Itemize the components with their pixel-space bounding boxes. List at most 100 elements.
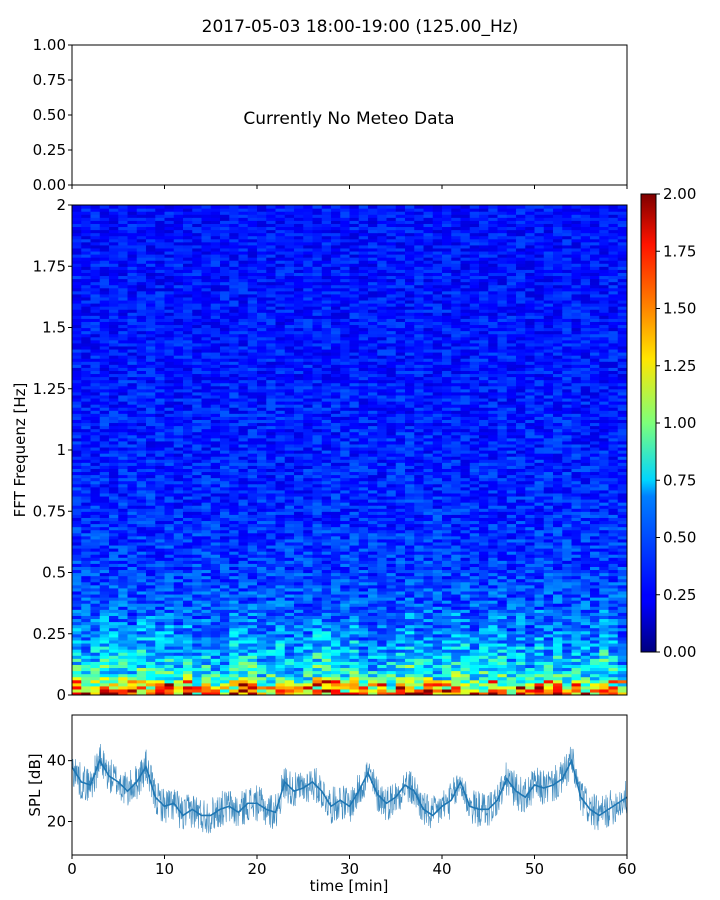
spectrogram-cell <box>414 670 425 675</box>
spectrogram-cell <box>257 584 267 589</box>
spectrogram-cell <box>312 471 323 476</box>
spectrogram-cell <box>127 646 138 650</box>
spectrogram-cell <box>72 609 82 613</box>
spectrogram-cell <box>99 566 110 571</box>
spectrogram-cell <box>451 462 462 466</box>
spectrogram-cell <box>109 529 119 534</box>
spectrogram-cell <box>488 646 499 650</box>
spectrogram-cell <box>469 456 480 460</box>
spectrogram-cell <box>155 541 166 546</box>
spectrogram-cell <box>155 676 166 681</box>
spectrogram-cell <box>599 492 610 497</box>
spectrogram-cell <box>90 551 101 555</box>
spectrogram-cell <box>303 646 314 650</box>
spectrogram-cell <box>303 603 314 607</box>
spectrogram-cell <box>90 508 101 512</box>
spectrogram-cell <box>284 456 295 460</box>
spectrogram-cell <box>599 578 610 583</box>
spectrogram-cell <box>395 544 406 549</box>
spectrogram-cell <box>109 609 119 613</box>
spectrogram-cell <box>469 541 480 546</box>
spectrogram-cell <box>109 471 119 476</box>
spectrogram-cell <box>617 529 627 534</box>
spectrogram-cell <box>164 495 175 500</box>
spectrogram-cell <box>617 468 627 473</box>
spectrogram-cell <box>266 593 277 598</box>
spectrogram-cell <box>553 474 563 479</box>
spectrogram-cell <box>266 560 277 564</box>
spectrogram-cell <box>497 572 508 577</box>
spectrogram-cell <box>136 587 147 592</box>
spectrogram-cell <box>479 471 489 476</box>
spectrogram-cell <box>321 569 332 574</box>
spectrogram-cell <box>312 480 323 485</box>
spectrogram-cell <box>432 642 443 647</box>
spectrogram-cell <box>210 505 221 509</box>
spectrogram-cell <box>358 609 369 613</box>
spectrogram-cell <box>497 551 508 555</box>
spectrogram-cell <box>488 664 499 669</box>
spectrogram-cell <box>414 483 425 488</box>
spectrogram-cell <box>201 535 212 540</box>
spectrogram-cell <box>266 639 277 644</box>
spectrogram-cell <box>368 459 378 463</box>
spectrogram-cell <box>571 523 582 528</box>
spectrogram-cell <box>284 468 295 473</box>
spectrogram-cell <box>90 569 101 574</box>
spectrogram-cell <box>238 443 249 448</box>
spectrogram-cell <box>608 587 619 592</box>
spectrogram-cell <box>405 492 415 497</box>
spectrogram-cell <box>617 627 627 632</box>
spectrogram-cell <box>321 652 332 656</box>
spectrogram-cell <box>294 590 304 595</box>
spectrogram-cell <box>247 649 258 653</box>
spectrogram-cell <box>238 612 249 616</box>
spectrogram-cell <box>136 621 147 626</box>
spectrogram-cell <box>229 639 240 644</box>
spectrogram-cell <box>543 609 554 613</box>
spectrogram-cell <box>432 548 443 552</box>
spectrogram-cell <box>192 523 203 528</box>
spectrogram-cell <box>358 584 369 589</box>
spectrogram-cell <box>118 667 129 672</box>
spectrogram-cell <box>386 450 397 454</box>
spectrogram-cell <box>516 597 526 601</box>
spectrogram-cell <box>525 523 536 528</box>
spectrogram-cell <box>617 471 627 476</box>
spectrogram-cell <box>617 633 627 638</box>
spectrogram-cell <box>479 480 489 485</box>
spectrogram-cell <box>127 612 138 616</box>
spectrogram-cell <box>358 612 369 616</box>
spectrogram-cell <box>488 551 499 555</box>
spectrogram-cell <box>238 575 249 580</box>
spectrogram-cell <box>266 477 277 482</box>
spectrogram-cell <box>451 569 462 574</box>
spectrogram-cell <box>312 600 323 604</box>
spectrogram-cell <box>442 609 452 613</box>
spectrogram-cell <box>497 474 508 479</box>
spectrogram-cell <box>534 667 545 672</box>
spectrogram-cell <box>173 633 184 638</box>
spectrogram-cell <box>460 499 471 503</box>
spectrogram-cell <box>173 477 184 482</box>
spectrogram-cell <box>303 557 314 561</box>
spectrogram-cell <box>192 603 203 607</box>
spectrogram-cell <box>617 477 627 482</box>
spectrogram-cell <box>340 639 351 644</box>
spectrogram-cell <box>405 477 415 482</box>
spectrogram-cell <box>469 459 480 463</box>
spectrogram-cell <box>127 667 138 672</box>
spectrogram-cell <box>155 575 166 580</box>
spectrogram-cell <box>395 523 406 528</box>
spectrogram-cell <box>146 453 156 457</box>
spectrogram-cell <box>81 459 92 463</box>
spectrogram-cell <box>423 603 434 607</box>
spectrogram-cell <box>590 603 600 607</box>
spectrogram-cell <box>220 578 230 583</box>
spectrogram-cell <box>534 618 545 623</box>
spectrogram-cell <box>497 658 508 662</box>
spectrogram-cell <box>340 502 351 506</box>
spectrogram-cell <box>312 465 323 469</box>
spectrogram-cell <box>571 538 582 543</box>
spectrogram-cell <box>72 520 82 525</box>
